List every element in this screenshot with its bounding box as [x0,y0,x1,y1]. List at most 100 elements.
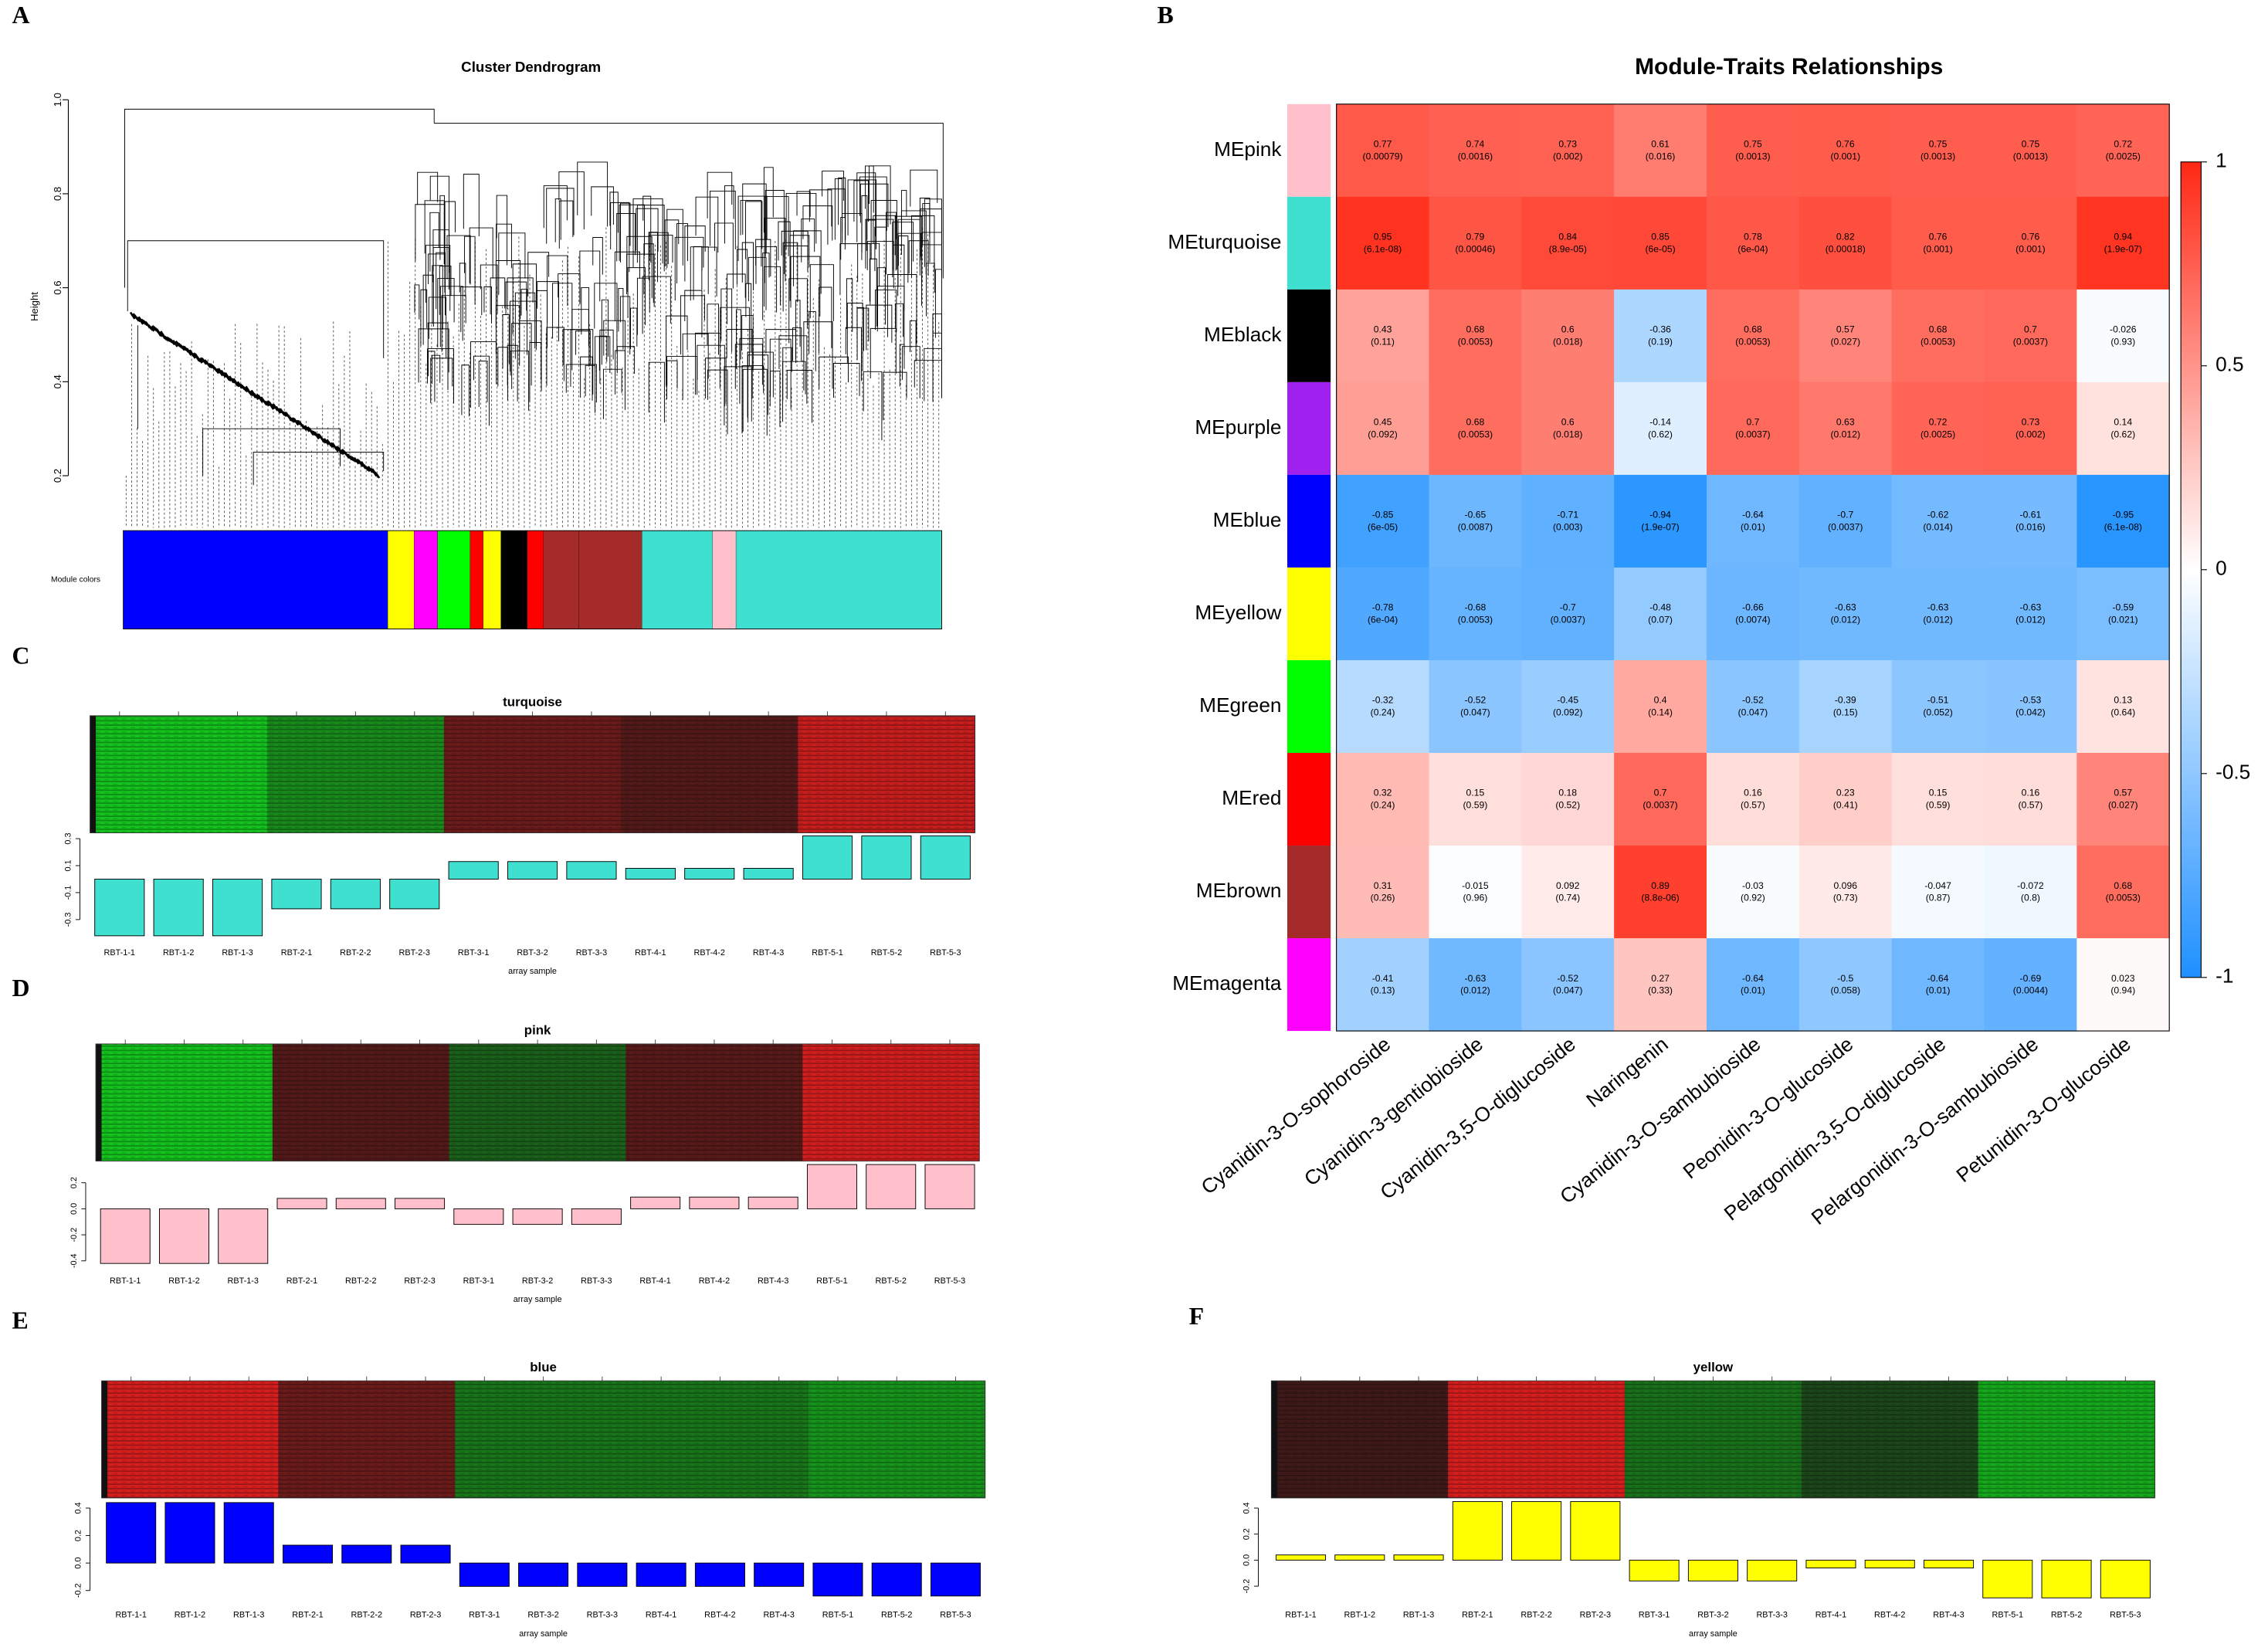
panel-label: D [12,975,29,1002]
x-tick-label: RBT-3-3 [581,1276,612,1286]
dendrogram-branch [459,263,466,297]
cell-value: 0.57 [1836,324,1855,335]
dendrogram-branch [581,286,590,347]
x-tick-label: RBT-2-2 [345,1276,376,1286]
cell-value: -0.71 [1557,510,1578,520]
column-label: Petunidin-3-O-glucoside [1952,1032,2135,1187]
module-swatch [1287,103,1331,197]
dendrogram-branch [642,276,671,334]
dendrogram-branch [866,241,894,289]
cell-p-value: (0.0013) [2013,151,2048,161]
expression-frame [90,715,975,834]
module-color [387,530,415,629]
cell-p-value: (0.01) [1741,522,1765,533]
chart-title: yellow [1693,1360,1734,1375]
dendrogram-branch [866,304,893,351]
x-tick-label: RBT-3-1 [469,1610,500,1619]
cell-p-value: (0.74) [1555,893,1580,903]
module-color [437,530,470,629]
dendrogram-branch [809,264,834,321]
heatmap-cell [1984,938,2077,1032]
dendrogram-branch [873,215,897,271]
heatmap-cell [1521,196,1615,290]
bar [453,1208,504,1225]
dendrogram-branch [558,273,581,303]
module-swatch [1287,567,1331,660]
cell-value: -0.072 [2017,880,2044,891]
heatmap-cell [1798,196,1893,290]
bar [625,868,676,880]
color-bar-label: 0.5 [2215,353,2243,376]
x-tick-label: RBT-1-3 [222,948,253,958]
bar [283,1544,334,1564]
dendrogram-branch [215,368,220,375]
dendrogram-branch [764,190,785,257]
cell-value: 0.75 [1744,139,1762,150]
cell-value: -0.68 [1465,602,1487,613]
cell-p-value: (0.0037) [2013,337,2048,347]
y-tick-label: 0.4 [52,375,63,388]
dendrogram-branch [547,255,568,324]
cell-p-value: (0.0037) [1551,615,1585,625]
cell-value: -0.047 [1924,880,1951,891]
module-swatch [1287,752,1331,846]
cell-p-value: (0.0053) [1921,337,1955,347]
cell-p-value: (0.00079) [1363,151,1403,161]
cell-p-value: (0.0037) [1643,800,1677,811]
dendrogram-branch [875,290,897,333]
module-color [712,530,737,629]
dendrogram-branch [795,300,801,360]
expression-edge [90,715,97,833]
dendrogram-branch [788,278,808,344]
dendrogram-branch [585,364,596,413]
cell-p-value: (0.19) [1648,337,1673,347]
dendrogram-branch [480,264,498,314]
dendrogram-branch [270,404,275,410]
heatmap-cell [2076,289,2170,383]
dendrogram-branch [616,346,636,375]
x-tick-label: RBT-2-3 [1580,1610,1611,1619]
dendrogram-branch [680,295,706,355]
cell-p-value: (0.0013) [1921,151,1955,161]
cell-value: 0.74 [1466,139,1485,150]
dendrogram-branch [619,296,631,354]
y-tick-label: 0.4 [73,1502,83,1513]
dendrogram-branch [763,167,774,233]
dendrogram-branch [707,369,728,435]
x-axis-label: array sample [1689,1629,1737,1639]
heatmap-cell [2076,846,2170,939]
dendrogram-branch [892,222,914,278]
dendrogram-branch [894,215,923,273]
dendrogram-branch [796,191,811,217]
x-tick-label: RBT-3-3 [576,948,607,958]
dendrogram-branch [252,392,257,398]
dendrogram-branch [744,201,763,259]
dendrogram-branch [932,332,942,402]
color-bar [2180,161,2202,978]
dendrogram-branch [290,417,295,423]
heatmap-cell [1984,659,2077,754]
dendrogram-branch [636,277,650,335]
dendrogram-branch [254,394,259,400]
dendrogram-branch [502,314,510,369]
dendrogram-branch [609,192,619,233]
dendrogram-branch [131,314,136,320]
cell-value: 0.18 [1558,788,1577,798]
x-tick-label: RBT-3-3 [1756,1610,1787,1619]
dendrogram-branch [747,351,774,418]
module-frame [123,530,942,629]
heatmap-cell [1798,752,1893,846]
x-tick-label: RBT-2-2 [351,1610,382,1619]
cell-value: -0.85 [1372,510,1394,520]
cell-value: -0.5 [1837,973,1853,984]
bar [94,878,145,937]
dendrogram-branch [695,196,719,253]
cell-value: 0.7 [2024,324,2037,335]
dendrogram-branch [727,273,746,324]
expression-texture [1271,1381,2155,1498]
dendrogram-branch [414,284,420,320]
heatmap-cell [2076,381,2170,476]
dendrogram-branch [446,235,471,285]
bar [1747,1559,1798,1581]
dendrogram-branch [158,331,164,337]
